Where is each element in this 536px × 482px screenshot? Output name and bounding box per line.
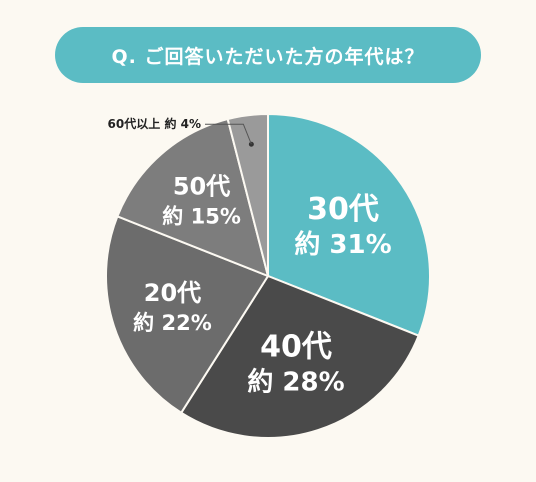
slice-label-0: 30代 [307,192,379,227]
pie-slice-1 [179,274,420,439]
slice-value-0: 約 31% [294,229,391,260]
slice-value-3: 約 15% [162,205,241,229]
slice-label-1: 40代 [260,329,332,364]
pie-slice-3 [116,117,270,278]
slice-label-3: 50代 [173,173,230,201]
slice-value-2: 約 22% [133,311,212,335]
question-banner: Q. ご回答いただいた方の年代は？ [55,27,481,83]
leader-line-4 [205,123,252,145]
pie-slice-4 [226,112,269,277]
pie-slice-0 [267,112,431,337]
pie-slice-2 [105,215,270,415]
chart-title: Q. ご回答いただいた方の年代は？ [111,45,425,68]
slice-label-4: 60代以上 約 4% [108,116,201,131]
slice-value-1: 約 28% [247,366,344,397]
slice-value-4: 約 4% [164,116,201,131]
slice-label-2: 20代 [144,279,201,307]
